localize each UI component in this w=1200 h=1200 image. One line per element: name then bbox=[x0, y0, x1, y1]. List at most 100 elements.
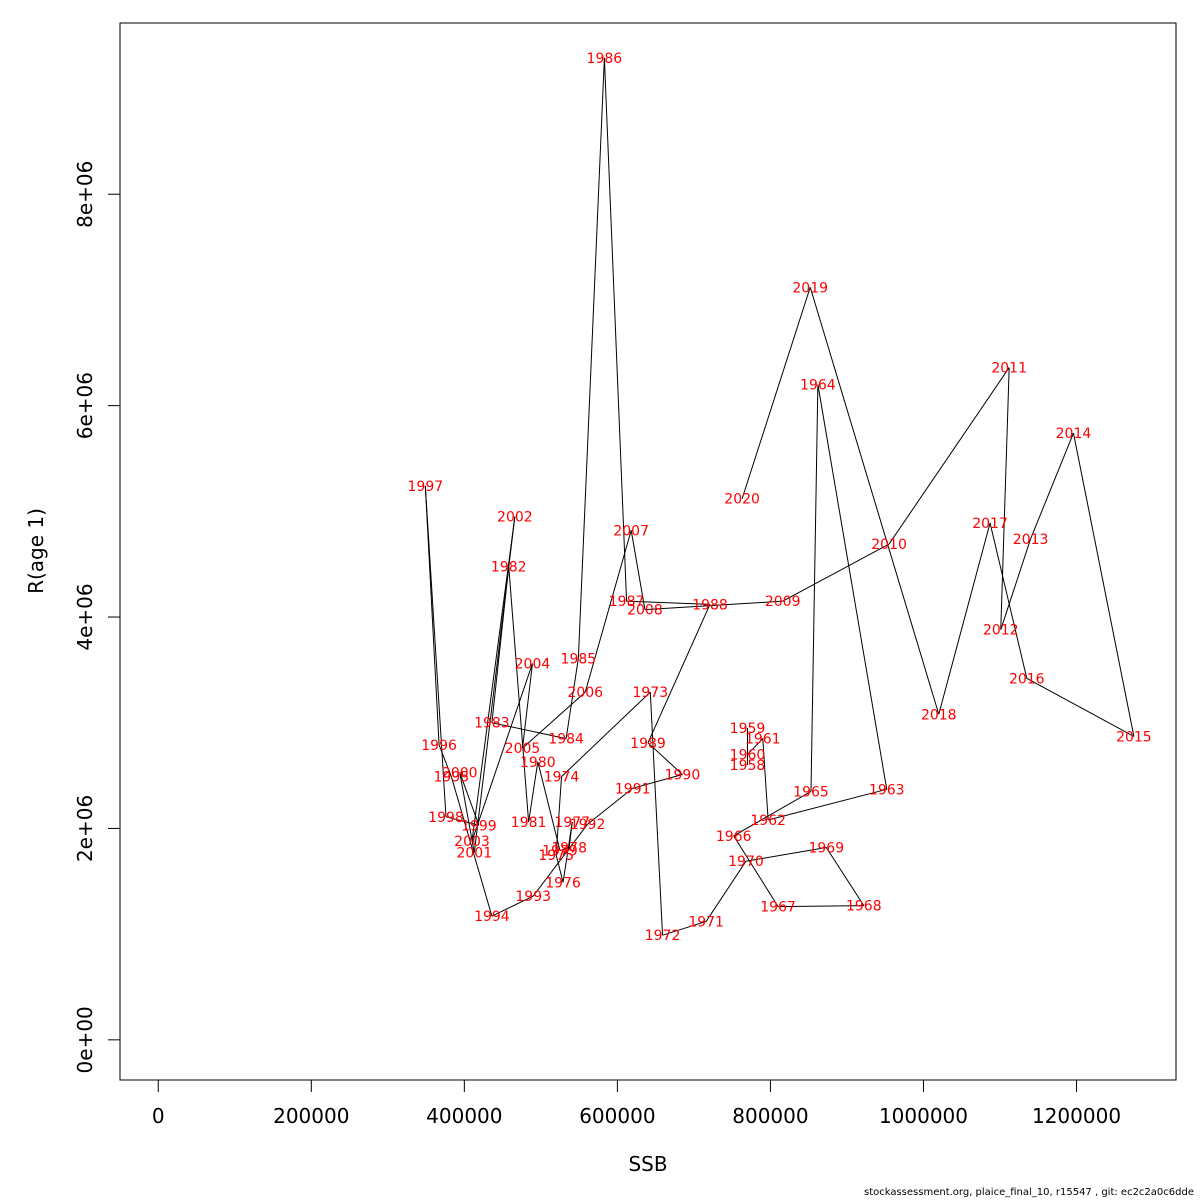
series-segment bbox=[450, 776, 493, 917]
series-segment bbox=[747, 738, 764, 755]
series-segment bbox=[825, 847, 865, 906]
series-segment bbox=[587, 787, 634, 825]
point-label-1968: 1968 bbox=[846, 899, 882, 915]
series-segment bbox=[649, 692, 664, 936]
series-segment bbox=[491, 895, 534, 917]
point-label-1992: 1992 bbox=[570, 817, 606, 833]
x-tick-label: 0 bbox=[152, 1104, 165, 1128]
series-segment bbox=[632, 774, 683, 789]
point-label-2007: 2007 bbox=[613, 523, 649, 539]
series-segment bbox=[603, 57, 628, 602]
x-tick-label: 200000 bbox=[273, 1104, 349, 1128]
point-label-1995: 1995 bbox=[434, 770, 470, 786]
point-label-1965: 1965 bbox=[793, 784, 829, 800]
point-label-1990: 1990 bbox=[665, 768, 701, 784]
point-label-1980: 1980 bbox=[520, 755, 556, 771]
series-segment bbox=[473, 516, 516, 853]
series-segment bbox=[741, 287, 811, 499]
series-segment bbox=[577, 57, 605, 659]
series-segment bbox=[561, 691, 651, 778]
point-label-1981: 1981 bbox=[511, 815, 547, 831]
point-label-1997: 1997 bbox=[408, 479, 444, 495]
series-segment bbox=[424, 485, 447, 817]
y-tick-label: 8e+06 bbox=[73, 161, 97, 228]
series-segment bbox=[626, 600, 711, 605]
point-label-2010: 2010 bbox=[871, 537, 907, 553]
point-label-1964: 1964 bbox=[800, 377, 836, 393]
point-label-1972: 1972 bbox=[645, 928, 681, 944]
series-segment bbox=[647, 742, 683, 775]
point-label-2014: 2014 bbox=[1056, 426, 1092, 442]
point-label-1985: 1985 bbox=[561, 651, 597, 667]
x-axis-title: SSB bbox=[628, 1152, 667, 1176]
x-tick-label: 600000 bbox=[579, 1104, 655, 1128]
series-segment bbox=[888, 367, 1010, 545]
series-segment bbox=[565, 658, 579, 739]
point-label-2009: 2009 bbox=[765, 594, 801, 610]
point-label-2003: 2003 bbox=[454, 834, 490, 850]
y-axis-title: R(age 1) bbox=[24, 508, 48, 594]
x-tick-label: 800000 bbox=[732, 1104, 808, 1128]
point-label-1976: 1976 bbox=[545, 875, 581, 891]
series-segment bbox=[559, 846, 570, 852]
point-label-1975: 1975 bbox=[538, 848, 574, 864]
point-label-1973: 1973 bbox=[632, 685, 668, 701]
y-tick-label: 0e+00 bbox=[73, 1006, 97, 1073]
series-segment bbox=[644, 600, 783, 611]
point-label-1991: 1991 bbox=[615, 781, 651, 797]
y-axis: 0e+00 2e+06 4e+06 6e+06 8e+06 bbox=[73, 161, 121, 1073]
point-label-1998: 1998 bbox=[428, 810, 464, 826]
point-label-1999: 1999 bbox=[461, 818, 497, 834]
series-segment bbox=[745, 846, 827, 862]
point-label-2012: 2012 bbox=[983, 623, 1019, 639]
series-segment bbox=[733, 835, 779, 907]
point-label-1961: 1961 bbox=[745, 732, 781, 748]
series-segment bbox=[1026, 677, 1135, 737]
x-tick-label: 1200000 bbox=[1032, 1104, 1121, 1128]
series-segment bbox=[630, 530, 646, 610]
point-label-2002: 2002 bbox=[497, 510, 533, 526]
series-segment bbox=[938, 522, 991, 715]
series-segment bbox=[471, 663, 533, 842]
point-label-1977: 1977 bbox=[554, 815, 590, 831]
point-label-2018: 2018 bbox=[921, 707, 957, 723]
point-label-1963: 1963 bbox=[869, 782, 905, 798]
point-label-2017: 2017 bbox=[972, 516, 1008, 532]
y-tick-label: 4e+06 bbox=[73, 583, 97, 650]
point-label-1978: 1978 bbox=[551, 840, 587, 856]
series-segment bbox=[537, 761, 561, 851]
point-label-1982: 1982 bbox=[491, 559, 527, 575]
point-label-1959: 1959 bbox=[730, 721, 766, 737]
point-label-2005: 2005 bbox=[505, 741, 541, 757]
point-label-1969: 1969 bbox=[808, 840, 844, 856]
point-label-1958: 1958 bbox=[730, 758, 766, 774]
series-segment bbox=[817, 384, 888, 790]
series-segment bbox=[1030, 432, 1074, 540]
series-segment bbox=[778, 905, 864, 908]
point-label-2008: 2008 bbox=[627, 603, 663, 619]
point-label-2000: 2000 bbox=[442, 765, 478, 781]
series-segment bbox=[647, 604, 711, 744]
point-label-2020: 2020 bbox=[724, 492, 760, 508]
footer-credit: stockassessment.org, plaice_final_10, r1… bbox=[863, 1187, 1194, 1198]
x-axis: 0 200000 400000 600000 800000 1000000 1200000 bbox=[152, 1079, 1121, 1128]
point-label-1983: 1983 bbox=[474, 716, 510, 732]
plot-frame bbox=[119, 22, 1177, 1081]
series-segment bbox=[555, 854, 564, 883]
point-label-1974: 1974 bbox=[544, 770, 580, 786]
point-label-2013: 2013 bbox=[1013, 532, 1049, 548]
point-label-1993: 1993 bbox=[515, 889, 551, 905]
series-segment bbox=[989, 522, 1028, 679]
series-segment bbox=[733, 791, 812, 837]
point-label-1994: 1994 bbox=[474, 909, 510, 925]
series-segment bbox=[445, 816, 480, 826]
series-segment bbox=[508, 566, 530, 823]
point-label-2004: 2004 bbox=[515, 657, 551, 673]
point-label-1970: 1970 bbox=[728, 854, 764, 870]
series-segment bbox=[471, 516, 516, 842]
point-label-1979: 1979 bbox=[542, 844, 578, 860]
series-segment bbox=[584, 530, 632, 693]
series-segment bbox=[782, 543, 890, 602]
